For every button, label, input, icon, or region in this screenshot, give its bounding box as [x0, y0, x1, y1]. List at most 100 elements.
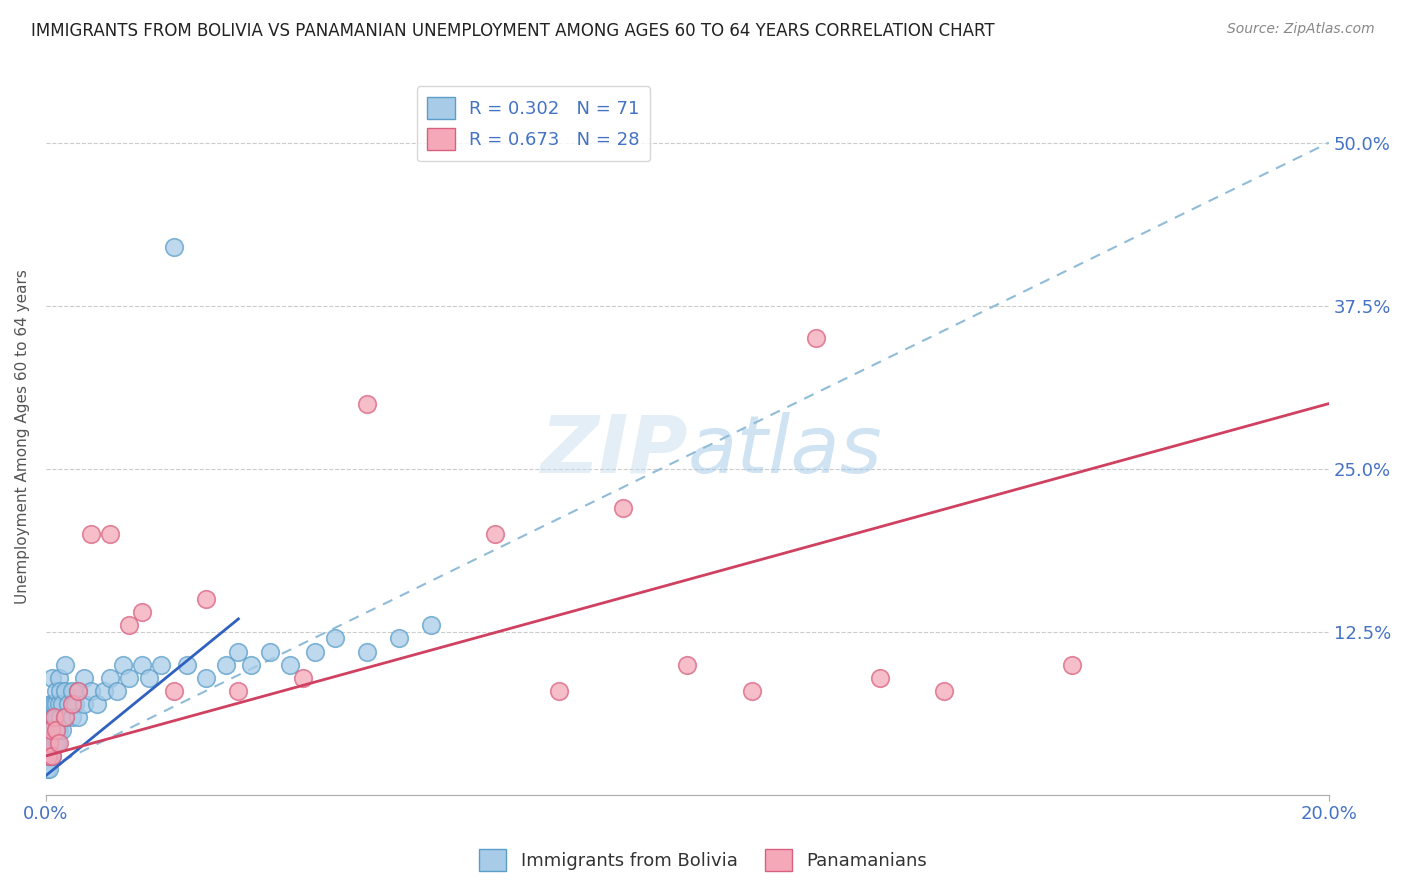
- Point: [38, 736, 60, 750]
- Point: [548, 683, 571, 698]
- Point: [214, 657, 236, 672]
- Point: [48, 736, 70, 750]
- Point: [86, 697, 108, 711]
- Point: [51, 697, 73, 711]
- Text: IMMIGRANTS FROM BOLIVIA VS PANAMANIAN UNEMPLOYMENT AMONG AGES 60 TO 64 YEARS COR: IMMIGRANTS FROM BOLIVIA VS PANAMANIAN UN…: [31, 22, 994, 40]
- Point: [98, 527, 121, 541]
- Point: [93, 683, 115, 698]
- Point: [131, 657, 153, 672]
- Point: [138, 671, 160, 685]
- Point: [41, 736, 63, 750]
- Point: [869, 671, 891, 685]
- Point: [163, 683, 186, 698]
- Point: [45, 723, 67, 737]
- Point: [98, 671, 121, 685]
- Point: [48, 697, 70, 711]
- Text: Source: ZipAtlas.com: Source: ZipAtlas.com: [1227, 22, 1375, 37]
- Point: [41, 723, 63, 737]
- Point: [45, 710, 67, 724]
- Point: [41, 736, 63, 750]
- Point: [323, 632, 346, 646]
- Point: [356, 397, 378, 411]
- Point: [291, 671, 314, 685]
- Point: [44, 736, 66, 750]
- Point: [37, 748, 59, 763]
- Point: [356, 644, 378, 658]
- Point: [105, 683, 128, 698]
- Point: [419, 618, 441, 632]
- Point: [41, 748, 63, 763]
- Point: [67, 683, 90, 698]
- Point: [259, 644, 281, 658]
- Point: [228, 683, 250, 698]
- Point: [118, 671, 141, 685]
- Text: atlas: atlas: [688, 411, 882, 490]
- Legend: R = 0.302   N = 71, R = 0.673   N = 28: R = 0.302 N = 71, R = 0.673 N = 28: [416, 87, 651, 161]
- Point: [39, 697, 62, 711]
- Point: [60, 697, 83, 711]
- Point: [53, 710, 76, 724]
- Text: ZIP: ZIP: [540, 411, 688, 490]
- Point: [932, 683, 955, 698]
- Point: [37, 748, 59, 763]
- Point: [45, 683, 67, 698]
- Point: [804, 331, 827, 345]
- Point: [42, 710, 65, 724]
- Point: [73, 697, 96, 711]
- Point: [44, 697, 66, 711]
- Point: [278, 657, 301, 672]
- Point: [63, 697, 86, 711]
- Point: [676, 657, 699, 672]
- Y-axis label: Unemployment Among Ages 60 to 64 years: Unemployment Among Ages 60 to 64 years: [15, 268, 30, 604]
- Point: [163, 240, 186, 254]
- Point: [48, 671, 70, 685]
- Point: [39, 723, 62, 737]
- Point: [38, 710, 60, 724]
- Point: [37, 762, 59, 776]
- Legend: Immigrants from Bolivia, Panamanians: Immigrants from Bolivia, Panamanians: [472, 842, 934, 879]
- Point: [304, 644, 326, 658]
- Point: [49, 683, 72, 698]
- Point: [41, 710, 63, 724]
- Point: [67, 683, 90, 698]
- Point: [80, 527, 103, 541]
- Point: [53, 683, 76, 698]
- Point: [111, 657, 134, 672]
- Point: [39, 748, 62, 763]
- Point: [58, 697, 80, 711]
- Point: [131, 606, 153, 620]
- Point: [45, 723, 67, 737]
- Point: [39, 736, 62, 750]
- Point: [118, 618, 141, 632]
- Point: [1062, 657, 1084, 672]
- Point: [53, 657, 76, 672]
- Point: [42, 710, 65, 724]
- Point: [195, 671, 218, 685]
- Point: [38, 762, 60, 776]
- Point: [48, 723, 70, 737]
- Point: [741, 683, 763, 698]
- Point: [73, 671, 96, 685]
- Point: [484, 527, 506, 541]
- Point: [240, 657, 263, 672]
- Point: [49, 710, 72, 724]
- Point: [45, 736, 67, 750]
- Point: [38, 748, 60, 763]
- Point: [39, 723, 62, 737]
- Point: [150, 657, 173, 672]
- Point: [53, 710, 76, 724]
- Point: [41, 748, 63, 763]
- Point: [41, 671, 63, 685]
- Point: [38, 736, 60, 750]
- Point: [176, 657, 198, 672]
- Point: [60, 683, 83, 698]
- Point: [388, 632, 411, 646]
- Point: [60, 710, 83, 724]
- Point: [41, 697, 63, 711]
- Point: [67, 710, 90, 724]
- Point: [46, 723, 69, 737]
- Point: [44, 723, 66, 737]
- Point: [44, 710, 66, 724]
- Point: [38, 723, 60, 737]
- Point: [195, 592, 218, 607]
